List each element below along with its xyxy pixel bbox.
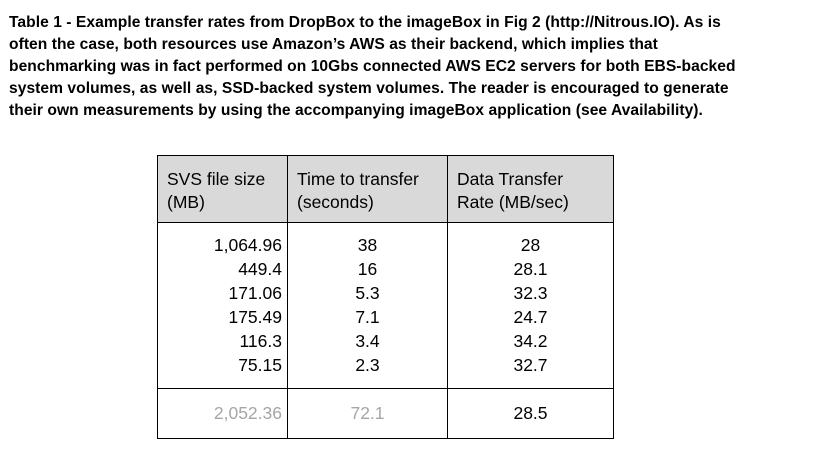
caption-line: benchmarking was in fact performed on 10… <box>9 58 736 75</box>
caption-line: their own measurements by using the acco… <box>9 102 703 119</box>
file-size-values-cell: 1,064.96 449.4 171.06 175.49 116.3 75.15 <box>157 222 288 389</box>
time-value: 16 <box>357 259 378 279</box>
header-unit: Rate (MB/sec) <box>457 192 569 212</box>
header-unit: (seconds) <box>297 192 374 212</box>
caption-line: Table 1 - Example transfer rates from Dr… <box>9 14 721 31</box>
file-size-value: 116.3 <box>239 331 283 351</box>
file-size-value: 75.15 <box>238 355 282 375</box>
header-label: SVS file size <box>167 169 266 189</box>
rate-values-cell: 28 28.1 32.3 24.7 34.2 32.7 <box>447 222 614 389</box>
rate-value: 24.7 <box>513 307 548 327</box>
data-row: 1,064.96 449.4 171.06 175.49 116.3 75.15… <box>157 222 614 389</box>
header-label: Time to transfer <box>297 169 419 189</box>
header-label: Data Transfer <box>457 169 564 189</box>
file-size-value: 1,064.96 <box>213 235 282 255</box>
rate-value: 32.3 <box>513 283 548 303</box>
time-value: 3.4 <box>355 331 380 351</box>
header-data-transfer-rate: Data Transfer Rate (MB/sec) <box>447 155 614 223</box>
file-size-value: 449.4 <box>238 259 282 279</box>
rate-value: 28.1 <box>513 259 548 279</box>
header-svs-file-size: SVS file size (MB) <box>157 155 288 223</box>
time-value: 5.3 <box>355 283 380 303</box>
total-time: 72.1 <box>287 388 448 439</box>
header-unit: (MB) <box>167 192 205 212</box>
average-rate: 28.5 <box>447 388 614 439</box>
file-size-value: 171.06 <box>228 283 282 303</box>
rate-value: 32.7 <box>513 355 548 375</box>
transfer-rates-table: SVS file size (MB) Time to transfer (sec… <box>157 155 614 439</box>
total-file-size: 2,052.36 <box>157 388 288 439</box>
header-time-to-transfer: Time to transfer (seconds) <box>287 155 448 223</box>
rate-value: 34.2 <box>513 331 548 351</box>
totals-row: 2,052.36 72.1 28.5 <box>157 388 614 439</box>
rate-value: 28 <box>520 235 541 255</box>
time-values-cell: 38 16 5.3 7.1 3.4 2.3 <box>287 222 448 389</box>
time-value: 7.1 <box>355 307 380 327</box>
file-size-value: 175.49 <box>228 307 282 327</box>
table-caption: Table 1 - Example transfer rates from Dr… <box>9 12 831 122</box>
header-row: SVS file size (MB) Time to transfer (sec… <box>157 155 614 223</box>
caption-line: often the case, both resources use Amazo… <box>9 36 658 53</box>
time-value: 38 <box>357 235 378 255</box>
time-value: 2.3 <box>355 355 380 375</box>
caption-line: system volumes, as well as, SSD-backed s… <box>9 80 729 97</box>
